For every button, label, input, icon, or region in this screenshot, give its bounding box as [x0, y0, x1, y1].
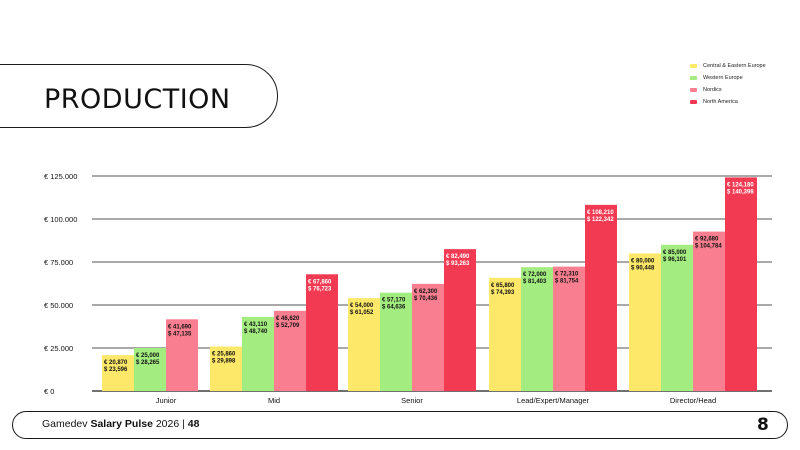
bar-label-usd: $ 93,263	[446, 261, 470, 267]
bar-label-usd: $ 61,052	[350, 310, 374, 316]
x-tick-label: Director/Head	[670, 396, 716, 405]
legend-swatch	[690, 64, 697, 68]
footer-text: Gamedev Salary Pulse 2026 | 48	[42, 418, 199, 430]
legend-swatch	[690, 100, 697, 104]
y-tick-label: € 75.000	[44, 258, 73, 267]
bar-label-eur: € 85,000	[663, 250, 687, 256]
bar	[380, 292, 412, 391]
y-tick-label: € 0	[44, 387, 54, 396]
legend-item: Nordics	[690, 84, 766, 96]
legend-label: Western Europe	[703, 75, 743, 81]
bar-label-eur: € 72,000	[523, 272, 547, 278]
bar-label-usd: $ 52,709	[276, 323, 300, 329]
legend-label: Nordics	[703, 87, 722, 93]
bar-label-eur: € 25,000	[136, 353, 160, 359]
bar	[134, 348, 166, 391]
bar-label-eur: € 82,490	[446, 254, 470, 260]
legend-item: Western Europe	[690, 72, 766, 84]
bar-label-eur: € 72,310	[555, 272, 579, 278]
bar-label-usd: $ 23,596	[104, 367, 128, 373]
y-tick-label: € 50.000	[44, 301, 73, 310]
legend-swatch	[690, 88, 697, 92]
legend-label: Central & Eastern Europe	[703, 63, 766, 69]
x-tick-label: Junior	[156, 396, 177, 405]
bar-label-eur: € 80,000	[631, 258, 655, 264]
x-tick-label: Senior	[401, 396, 423, 405]
y-tick-label: € 125.000	[44, 172, 77, 181]
bar-label-eur: € 62,300	[414, 289, 438, 295]
bar	[242, 316, 274, 391]
bar-label-usd: $ 74,393	[491, 290, 515, 296]
bar-label-usd: $ 48,740	[244, 329, 268, 335]
legend-swatch	[690, 76, 697, 80]
bar-label-eur: € 43,110	[244, 322, 268, 328]
bar	[693, 231, 725, 391]
bar-label-usd: $ 104,784	[695, 244, 722, 250]
bar-label-usd: $ 29,898	[212, 359, 236, 365]
bar-label-eur: € 108,210	[587, 210, 614, 216]
bar	[306, 274, 338, 391]
bar	[661, 244, 693, 391]
bar	[725, 177, 757, 391]
x-tick-label: Lead/Expert/Manager	[517, 396, 590, 405]
bar-label-usd: $ 81,403	[523, 279, 547, 285]
legend-label: North America	[703, 99, 738, 105]
bar	[274, 310, 306, 391]
legend-item: Central & Eastern Europe	[690, 60, 766, 72]
bar-label-eur: € 92,680	[695, 237, 719, 243]
page-title: PRODUCTION	[44, 84, 231, 115]
bar	[629, 253, 661, 391]
legend-item: North America	[690, 96, 766, 108]
bar-label-usd: $ 90,448	[631, 265, 655, 271]
bar-label-usd: $ 140,398	[727, 189, 754, 195]
bar-label-eur: € 41,690	[168, 324, 192, 330]
bar-label-eur: € 25,860	[212, 352, 236, 358]
bar	[102, 355, 134, 391]
chart-legend: Central & Eastern Europe Western Europe …	[690, 60, 766, 108]
bar-label-eur: € 67,860	[308, 279, 332, 285]
footer-prefix: Gamedev	[42, 418, 91, 430]
footer-bar	[12, 411, 788, 439]
bar-label-usd: $ 70,436	[414, 296, 438, 302]
bar-label-usd: $ 28,265	[136, 360, 160, 366]
x-tick-label: Mid	[268, 396, 280, 405]
brand-logo-icon: 8	[757, 415, 769, 435]
title-pill	[0, 64, 278, 128]
bar-label-usd: $ 96,101	[663, 257, 687, 263]
footer-brand: Salary Pulse	[90, 418, 153, 430]
bar-label-usd: $ 64,636	[382, 305, 406, 311]
bar-label-eur: € 46,620	[276, 316, 300, 322]
bar	[585, 204, 617, 391]
bar	[553, 266, 585, 391]
bar	[210, 346, 242, 391]
bar	[521, 267, 553, 391]
bar-label-usd: $ 122,342	[587, 217, 614, 223]
bar-label-eur: € 124,180	[727, 182, 754, 188]
bar	[489, 277, 521, 391]
footer-year: 2026 |	[152, 418, 188, 430]
bar-label-eur: € 54,000	[350, 303, 374, 309]
bar-label-eur: € 20,870	[104, 360, 128, 366]
bar	[444, 249, 476, 391]
bar	[412, 283, 444, 391]
bar	[166, 319, 198, 391]
bar-label-eur: € 65,800	[491, 283, 515, 289]
bar-label-usd: $ 76,723	[308, 286, 332, 292]
y-tick-label: € 100.000	[44, 215, 77, 224]
page-number: 48	[187, 418, 200, 430]
y-tick-label: € 25.000	[44, 344, 73, 353]
bar-label-usd: $ 81,754	[555, 279, 579, 285]
bar	[348, 298, 380, 391]
bar-label-eur: € 57,170	[382, 298, 406, 304]
bar-label-usd: $ 47,135	[168, 331, 192, 337]
